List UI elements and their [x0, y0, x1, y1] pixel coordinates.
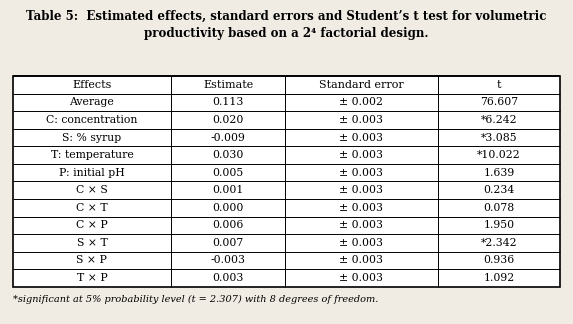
Text: P: initial pH: P: initial pH	[59, 168, 125, 178]
Text: ± 0.003: ± 0.003	[339, 255, 383, 265]
Text: T × P: T × P	[77, 273, 107, 283]
Text: *6.242: *6.242	[481, 115, 517, 125]
Text: 0.020: 0.020	[213, 115, 244, 125]
Text: 76.607: 76.607	[480, 98, 518, 108]
Bar	[13, 76, 560, 287]
Text: 0.006: 0.006	[213, 220, 244, 230]
Text: Estimate: Estimate	[203, 80, 253, 90]
Text: 0.936: 0.936	[484, 255, 515, 265]
Text: 1.639: 1.639	[484, 168, 515, 178]
Text: ± 0.002: ± 0.002	[339, 98, 383, 108]
Text: ± 0.003: ± 0.003	[339, 133, 383, 143]
Text: T: temperature: T: temperature	[50, 150, 134, 160]
Text: C × T: C × T	[76, 203, 108, 213]
Text: ± 0.003: ± 0.003	[339, 185, 383, 195]
Text: 0.000: 0.000	[213, 203, 244, 213]
Text: 0.007: 0.007	[213, 238, 244, 248]
Text: -0.009: -0.009	[211, 133, 246, 143]
Text: 1.092: 1.092	[484, 273, 515, 283]
Text: ± 0.003: ± 0.003	[339, 238, 383, 248]
Text: *3.085: *3.085	[481, 133, 517, 143]
Text: 1.950: 1.950	[484, 220, 515, 230]
Text: *significant at 5% probability level (t = 2.307) with 8 degrees of freedom.: *significant at 5% probability level (t …	[13, 295, 378, 304]
Text: C × P: C × P	[76, 220, 108, 230]
Text: 0.003: 0.003	[213, 273, 244, 283]
Text: Average: Average	[69, 98, 114, 108]
Text: *2.342: *2.342	[481, 238, 517, 248]
Text: Effects: Effects	[72, 80, 112, 90]
Text: *10.022: *10.022	[477, 150, 521, 160]
Text: ± 0.003: ± 0.003	[339, 203, 383, 213]
Text: C: concentration: C: concentration	[46, 115, 138, 125]
Text: S: % syrup: S: % syrup	[62, 133, 121, 143]
Text: 0.078: 0.078	[484, 203, 515, 213]
Text: ± 0.003: ± 0.003	[339, 168, 383, 178]
Text: 0.234: 0.234	[484, 185, 515, 195]
Text: 0.005: 0.005	[213, 168, 244, 178]
Text: 0.113: 0.113	[213, 98, 244, 108]
Text: ± 0.003: ± 0.003	[339, 273, 383, 283]
Text: ± 0.003: ± 0.003	[339, 115, 383, 125]
Text: 0.001: 0.001	[213, 185, 244, 195]
Text: Table 5:  Estimated effects, standard errors and Student’s t test for volumetric: Table 5: Estimated effects, standard err…	[26, 10, 547, 40]
Text: ± 0.003: ± 0.003	[339, 220, 383, 230]
Text: S × P: S × P	[76, 255, 107, 265]
Text: ± 0.003: ± 0.003	[339, 150, 383, 160]
Text: -0.003: -0.003	[211, 255, 246, 265]
Text: S × T: S × T	[77, 238, 107, 248]
Text: t: t	[497, 80, 501, 90]
Text: Standard error: Standard error	[319, 80, 404, 90]
Text: 0.030: 0.030	[213, 150, 244, 160]
Text: C × S: C × S	[76, 185, 108, 195]
